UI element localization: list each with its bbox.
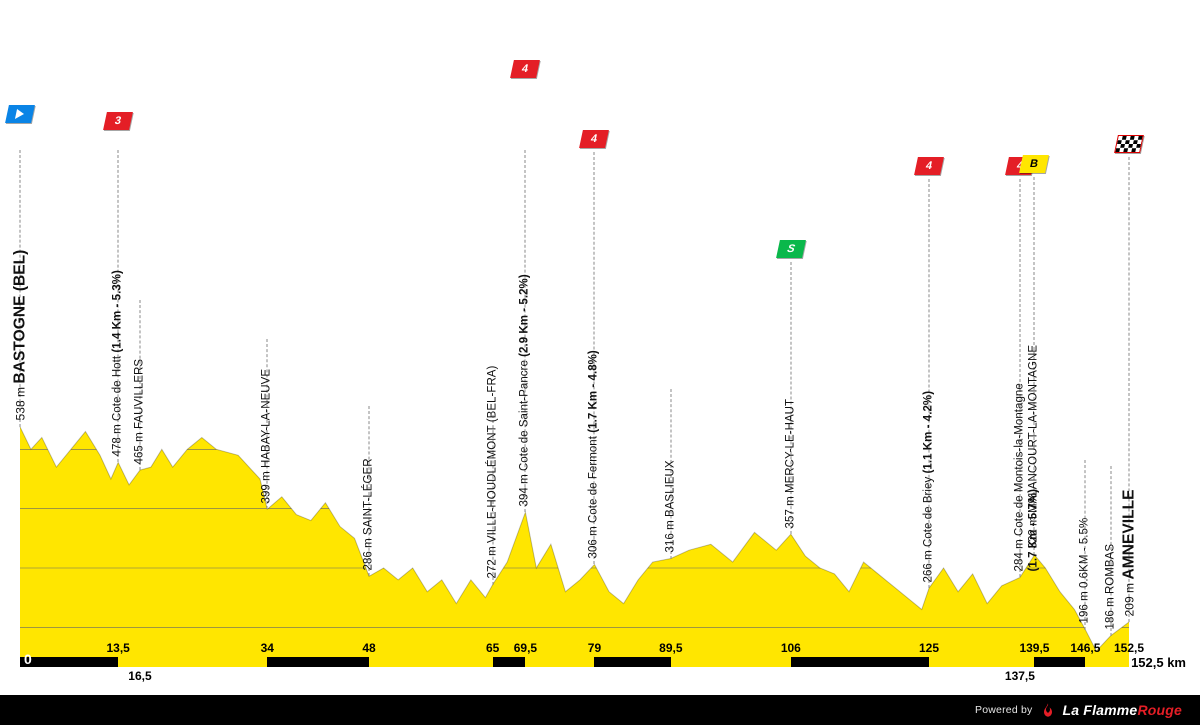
poi-label: 186 m ROMBAS [1105, 544, 1117, 630]
ruler-segment [369, 657, 493, 667]
finish-flag-icon [1114, 135, 1144, 153]
poi-label: 306 m Cote de Fermont (1.7 Km - 4.8%) [589, 350, 601, 558]
ruler-tick: 146,5 [1070, 641, 1100, 655]
poi-label-strong: (1.1 Km - 4.2%) [922, 391, 934, 474]
ruler-tick: 79 [588, 641, 601, 655]
kom-cat3-flag-icon: 3 [103, 112, 133, 130]
ruler-segment [594, 657, 670, 667]
poi-label: 322 m MALANCOURT-LA-MONTAGNE [1029, 345, 1041, 549]
poi-label-text: 465 m FAUVILLERS [133, 358, 145, 464]
poi-label: 465 m FAUVILLERS [134, 358, 146, 464]
poi-label: 266 m Cote de Briey (1.1 Km - 4.2%) [923, 391, 935, 583]
poi-label: 357 m MERCY-LE-HAUT [785, 399, 797, 529]
poi-label-text: 394 m Cote de Saint-Pancre [519, 357, 531, 507]
poi-label: 209 m AMNEVILLE [1121, 489, 1137, 616]
poi-label-text: 284 m Cote de Montois-la-Montagne [1013, 383, 1025, 571]
poi-label: 538 m BASTOGNE (BEL) [12, 250, 28, 421]
ruler-tick: 106 [781, 641, 801, 655]
poi-label-strong: AMNEVILLE [1120, 489, 1137, 579]
poi-label: 286 m SAINT-LÉGER [363, 458, 375, 570]
ruler-tick: 13,5 [106, 641, 129, 655]
ruler-segment [1034, 657, 1085, 667]
ruler-segment [267, 657, 369, 667]
start-flag-icon [5, 105, 35, 123]
ruler-segment [118, 657, 267, 667]
footer-powered-by: Powered by [975, 704, 1032, 716]
ruler-zero: 0 [24, 651, 32, 667]
sprint-flag-icon: S [776, 240, 806, 258]
poi-label-strong: (1.4 Km - 5.3%) [111, 270, 123, 353]
ruler-tick: 89,5 [659, 641, 682, 655]
poi-label: 478 m Cote de Hott (1.4 Km - 5.3%) [112, 270, 124, 456]
poi-label: 394 m Cote de Saint-Pancre (2.9 Km - 5.2… [520, 274, 532, 506]
ruler-segment [671, 657, 791, 667]
ruler-tick: 34 [261, 641, 274, 655]
poi-label: 316 m BASLIEUX [665, 460, 677, 552]
km-ruler [20, 657, 1129, 667]
poi-label-text: 322 m MALANCOURT-LA-MONTAGNE [1028, 345, 1040, 549]
poi-label-text: 478 m Cote de Hott [111, 353, 123, 457]
poi-label: 196 m 0.6KM - 5.5% [1080, 518, 1092, 624]
ruler-tick: 65 [486, 641, 499, 655]
footer-brand: La FlammeRouge [1062, 702, 1182, 718]
ruler-tick: 16,5 [128, 669, 151, 683]
poi-label-text: 209 m [1122, 579, 1136, 616]
footer-bar: Powered by La FlammeRouge [0, 695, 1200, 725]
ruler-segment [791, 657, 929, 667]
ruler-total: 152,5 km [1131, 655, 1186, 670]
flame-icon [1040, 702, 1056, 718]
ruler-tick: 48 [362, 641, 375, 655]
poi-label-text: 286 m SAINT-LÉGER [362, 458, 374, 570]
ruler-tick: 139,5 [1019, 641, 1049, 655]
ruler-segment [525, 657, 594, 667]
ruler-tick: 69,5 [514, 641, 537, 655]
poi-label-text: 186 m ROMBAS [1104, 544, 1116, 630]
stage-profile-chart: 34 4 S 4 4 B 538 m BASTOGNE (BEL) 478 m Cote d… [0, 0, 1200, 725]
ruler-segment [20, 657, 118, 667]
ruler-segment [1085, 657, 1129, 667]
kom-cat4-flag-icon: 4 [914, 157, 944, 175]
poi-label: 284 m Cote de Montois-la-Montagne [1014, 383, 1026, 571]
poi-label-strong: (1.7 Km - 4.8%) [588, 350, 600, 433]
ruler-segment [493, 657, 526, 667]
kom-cat4-flag-icon: 4 [580, 130, 610, 148]
poi-label-text: 196 m 0.6KM - 5.5% [1079, 518, 1091, 624]
poi-label-text: 306 m Cote de Fermont [588, 433, 600, 559]
poi-label-text: 316 m BASLIEUX [664, 460, 676, 552]
poi-label: 272 m VILLE-HOUDLÉMONT (BEL-FRA) [487, 366, 499, 579]
ruler-tick: 125 [919, 641, 939, 655]
poi-label-text: 272 m VILLE-HOUDLÉMONT (BEL-FRA) [486, 366, 498, 579]
poi-label-text: 399 m HABAY-LA-NEUVE [261, 369, 273, 504]
poi-label-strong: (2.9 Km - 5.2%) [519, 274, 531, 357]
ruler-segment [929, 657, 1034, 667]
ruler-tick: 137,5 [1005, 669, 1035, 683]
poi-label-text: 357 m MERCY-LE-HAUT [784, 399, 796, 529]
poi-label-text: 266 m Cote de Briey [922, 473, 934, 582]
kom-cat4-flag-icon: 4 [510, 60, 540, 78]
bonus-flag-icon: B [1020, 155, 1050, 173]
poi-label-text: 538 m [13, 384, 27, 421]
ruler-tick: 152,5 [1114, 641, 1144, 655]
poi-label: 399 m HABAY-LA-NEUVE [262, 369, 274, 504]
poi-label-strong: BASTOGNE (BEL) [11, 250, 28, 384]
